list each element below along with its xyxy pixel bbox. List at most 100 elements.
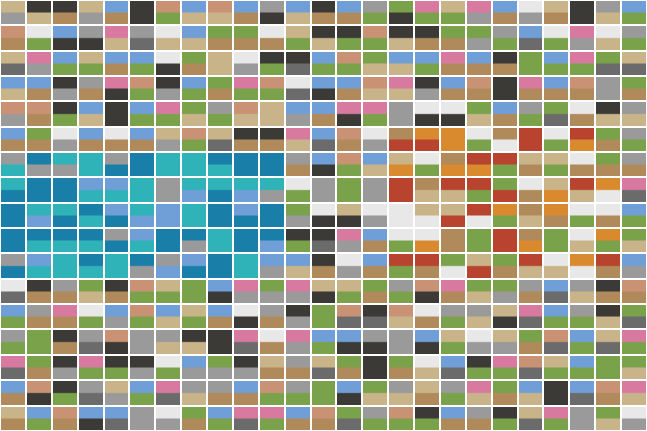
photo-thumbnail bbox=[621, 253, 647, 279]
photo-thumbnail bbox=[103, 304, 130, 330]
photo-thumbnail bbox=[155, 50, 182, 77]
photo-thumbnail bbox=[232, 126, 259, 153]
photo-thumbnail bbox=[310, 50, 337, 77]
photo-thumbnail bbox=[414, 101, 440, 127]
photo-thumbnail bbox=[310, 380, 337, 406]
photo-thumbnail bbox=[621, 278, 647, 305]
photo-thumbnail bbox=[232, 177, 259, 203]
photo-thumbnail bbox=[517, 278, 544, 305]
photo-thumbnail bbox=[207, 25, 233, 51]
photo-thumbnail bbox=[284, 152, 311, 178]
photo-thumbnail bbox=[414, 152, 440, 178]
photo-thumbnail bbox=[491, 380, 518, 406]
photo-thumbnail bbox=[569, 354, 596, 381]
photo-thumbnail bbox=[0, 126, 26, 153]
photo-thumbnail bbox=[284, 101, 311, 127]
photo-thumbnail bbox=[284, 25, 311, 51]
photo-thumbnail bbox=[0, 177, 26, 203]
photo-thumbnail bbox=[0, 202, 26, 229]
photo-thumbnail bbox=[25, 50, 52, 77]
photo-thumbnail bbox=[569, 228, 596, 254]
photo-thumbnail bbox=[465, 0, 492, 26]
photo-thumbnail bbox=[439, 177, 466, 203]
photo-thumbnail bbox=[310, 76, 337, 102]
photo-thumbnail bbox=[621, 0, 647, 26]
photo-thumbnail bbox=[25, 126, 52, 153]
photo-thumbnail bbox=[258, 101, 285, 127]
photo-thumbnail bbox=[414, 0, 440, 26]
photo-thumbnail bbox=[336, 126, 363, 153]
photo-thumbnail bbox=[336, 278, 363, 305]
photo-thumbnail bbox=[232, 405, 259, 431]
photo-thumbnail bbox=[439, 101, 466, 127]
photo-thumbnail bbox=[310, 202, 337, 229]
photo-thumbnail bbox=[181, 278, 207, 305]
photo-thumbnail bbox=[0, 354, 26, 381]
photo-thumbnail bbox=[181, 228, 207, 254]
photo-thumbnail bbox=[414, 354, 440, 381]
photo-thumbnail bbox=[207, 50, 233, 77]
photo-thumbnail bbox=[77, 25, 104, 51]
photo-thumbnail bbox=[336, 380, 363, 406]
photo-thumbnail bbox=[621, 25, 647, 51]
photo-thumbnail bbox=[595, 25, 621, 51]
photo-thumbnail bbox=[310, 278, 337, 305]
photo-thumbnail bbox=[77, 253, 104, 279]
photo-thumbnail bbox=[465, 177, 492, 203]
photo-thumbnail bbox=[362, 0, 389, 26]
photo-thumbnail bbox=[362, 253, 389, 279]
photo-thumbnail bbox=[439, 329, 466, 355]
photo-thumbnail bbox=[0, 405, 26, 431]
photo-thumbnail bbox=[0, 228, 26, 254]
photo-thumbnail bbox=[232, 253, 259, 279]
photo-thumbnail bbox=[310, 0, 337, 26]
photo-thumbnail bbox=[232, 354, 259, 381]
photo-thumbnail bbox=[491, 152, 518, 178]
photo-thumbnail bbox=[414, 253, 440, 279]
photo-thumbnail bbox=[207, 202, 233, 229]
photo-thumbnail bbox=[284, 278, 311, 305]
photo-thumbnail bbox=[310, 329, 337, 355]
photo-thumbnail bbox=[284, 304, 311, 330]
photo-thumbnail bbox=[517, 354, 544, 381]
photo-thumbnail bbox=[414, 76, 440, 102]
photo-thumbnail bbox=[491, 278, 518, 305]
photo-thumbnail bbox=[232, 0, 259, 26]
photo-thumbnail bbox=[517, 76, 544, 102]
photo-thumbnail bbox=[51, 405, 78, 431]
photo-thumbnail bbox=[181, 253, 207, 279]
photo-thumbnail bbox=[129, 152, 156, 178]
photo-thumbnail bbox=[621, 304, 647, 330]
photo-thumbnail bbox=[543, 25, 570, 51]
photo-thumbnail bbox=[439, 380, 466, 406]
photo-thumbnail bbox=[284, 405, 311, 431]
photo-thumbnail bbox=[569, 25, 596, 51]
photo-thumbnail bbox=[207, 304, 233, 330]
photo-thumbnail bbox=[284, 329, 311, 355]
photo-thumbnail bbox=[595, 76, 621, 102]
photo-thumbnail bbox=[51, 177, 78, 203]
photo-thumbnail bbox=[77, 278, 104, 305]
photo-thumbnail bbox=[595, 228, 621, 254]
photo-thumbnail bbox=[569, 202, 596, 229]
photo-thumbnail bbox=[25, 354, 52, 381]
photo-thumbnail bbox=[232, 50, 259, 77]
photo-thumbnail bbox=[77, 228, 104, 254]
photo-thumbnail bbox=[258, 76, 285, 102]
photo-thumbnail bbox=[103, 329, 130, 355]
photo-thumbnail bbox=[284, 380, 311, 406]
photo-thumbnail bbox=[517, 228, 544, 254]
photo-thumbnail bbox=[129, 177, 156, 203]
photo-thumbnail bbox=[621, 177, 647, 203]
photo-thumbnail bbox=[491, 253, 518, 279]
photo-thumbnail bbox=[595, 101, 621, 127]
photo-thumbnail bbox=[569, 278, 596, 305]
photo-thumbnail bbox=[129, 304, 156, 330]
photo-thumbnail bbox=[595, 278, 621, 305]
photo-thumbnail bbox=[362, 354, 389, 381]
photo-thumbnail bbox=[155, 380, 182, 406]
photo-thumbnail bbox=[465, 76, 492, 102]
photo-thumbnail bbox=[103, 50, 130, 77]
photo-thumbnail bbox=[258, 25, 285, 51]
photo-thumbnail bbox=[0, 152, 26, 178]
